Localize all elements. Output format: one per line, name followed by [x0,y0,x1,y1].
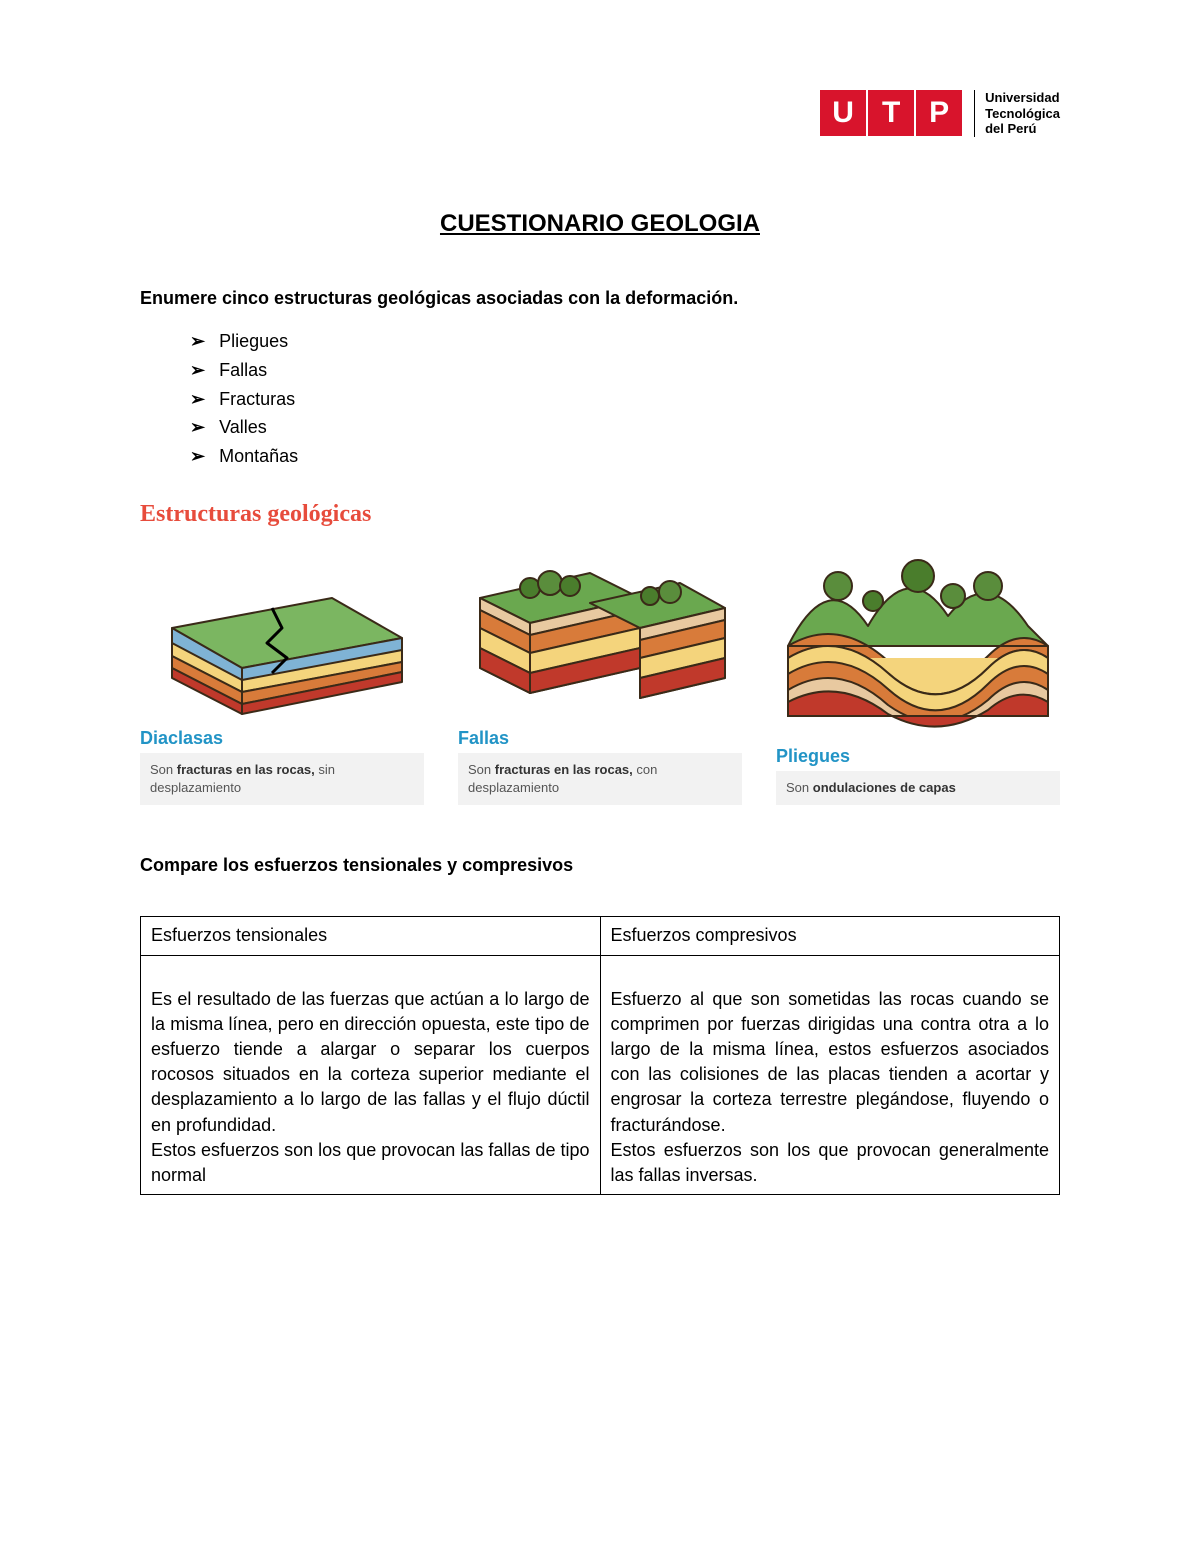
comparison-table: Esfuerzos tensionales Esfuerzos compresi… [140,916,1060,1195]
panel-fallas: Fallas Son fracturas en las rocas, conde… [458,538,742,805]
col-header-tensionales: Esfuerzos tensionales [141,917,601,955]
comparison-table-wrap: Esfuerzos tensionales Esfuerzos compresi… [140,916,1060,1195]
utp-caption-line: Universidad [985,90,1060,106]
panel-label: Pliegues [776,746,1060,767]
list-item: Pliegues [190,327,1060,356]
utp-letter-t: T [868,90,914,136]
utp-caption-line: del Perú [985,121,1060,137]
panel-pliegues: Pliegues Son ondulaciones de capas [776,556,1060,805]
utp-caption-line: Tecnológica [985,106,1060,122]
header-logo: U T P Universidad Tecnológica del Perú [820,90,1060,137]
col-header-compresivos: Esfuerzos compresivos [600,917,1060,955]
col-body-tensionales: Es el resultado de las fuerzas que actúa… [141,955,601,1195]
col-body-compresivos: Esfuerzo al que son sometidas las rocas … [600,955,1060,1195]
question-2-prompt: Compare los esfuerzos tensionales y comp… [140,855,1060,876]
panel-desc: Son fracturas en las rocas, condesplazam… [458,753,742,805]
utp-letter-p: P [916,90,962,136]
panel-label: Fallas [458,728,742,749]
list-item: Montañas [190,442,1060,471]
utp-badge: U T P [820,90,962,136]
list-item: Fracturas [190,385,1060,414]
infographic-title: Estructuras geológicas [140,501,1060,528]
geo-structures-infographic: Estructuras geológicas [140,501,1060,805]
diaclasas-diagram [152,558,412,718]
panel-desc: Son fracturas en las rocas, sindesplazam… [140,753,424,805]
panel-desc: Son ondulaciones de capas [776,771,1060,805]
panel-diaclasas: Diaclasas Son fracturas en las rocas, si… [140,538,424,805]
question-1-prompt: Enumere cinco estructuras geológicas aso… [140,288,1060,309]
utp-caption: Universidad Tecnológica del Perú [974,90,1060,137]
panel-label: Diaclasas [140,728,424,749]
utp-letter-u: U [820,90,866,136]
list-item: Fallas [190,356,1060,385]
pliegues-diagram [778,546,1058,736]
question-1-list: Pliegues Fallas Fracturas Valles Montaña… [140,327,1060,471]
fallas-diagram [470,538,730,718]
list-item: Valles [190,413,1060,442]
page-title: CUESTIONARIO GEOLOGIA [140,210,1060,238]
